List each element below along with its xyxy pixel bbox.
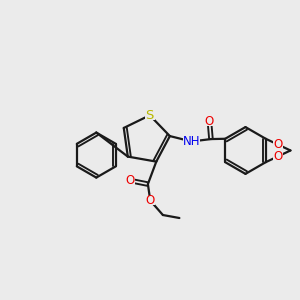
FancyBboxPatch shape [273, 152, 283, 161]
FancyBboxPatch shape [204, 117, 214, 127]
Text: S: S [146, 109, 154, 122]
Text: O: O [274, 150, 283, 163]
FancyBboxPatch shape [145, 196, 155, 206]
FancyBboxPatch shape [145, 110, 155, 120]
FancyBboxPatch shape [273, 140, 283, 149]
FancyBboxPatch shape [125, 176, 135, 185]
FancyBboxPatch shape [183, 137, 200, 146]
Text: O: O [146, 194, 155, 207]
Text: O: O [205, 115, 214, 128]
Text: NH: NH [183, 135, 200, 148]
Text: O: O [125, 174, 134, 187]
Text: O: O [274, 138, 283, 151]
